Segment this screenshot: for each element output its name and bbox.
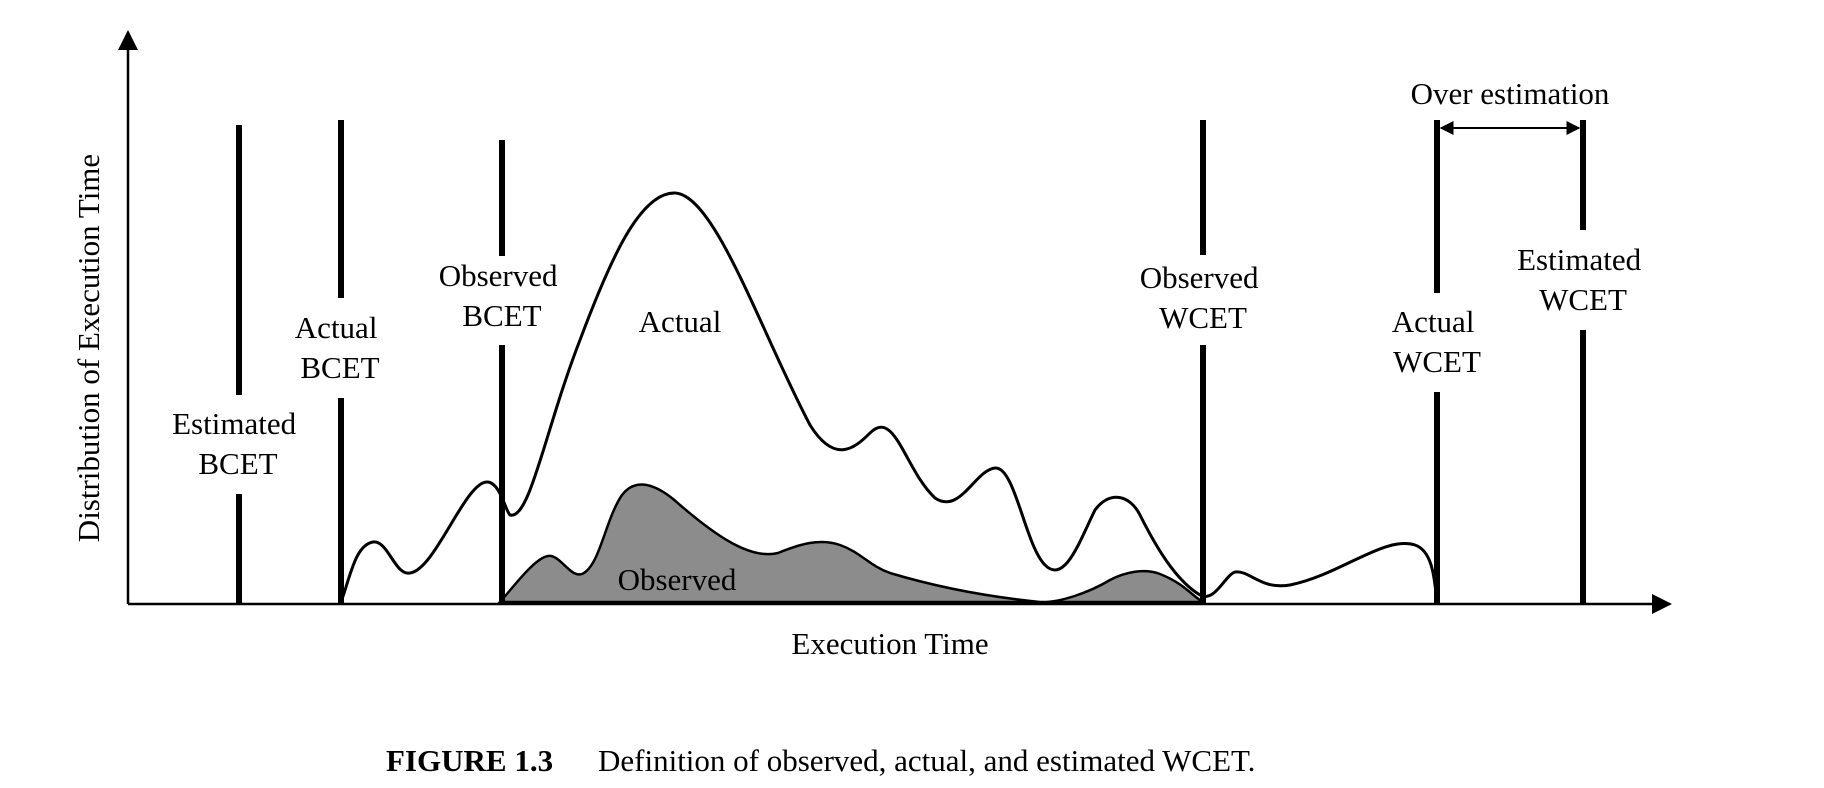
observed-wcet-label-line2: WCET	[1159, 300, 1247, 335]
actual-wcet-label-line1: Actual	[1392, 304, 1475, 339]
observed-wcet-label-line1: Observed	[1140, 260, 1259, 295]
observed-bcet-label-line2: BCET	[462, 298, 541, 333]
actual-curve-label: Actual	[639, 304, 722, 339]
actual-wcet-label: Actual WCET	[1392, 304, 1482, 379]
caption-number: FIGURE 1.3	[386, 743, 553, 778]
observed-distribution-area	[497, 483, 1204, 604]
observed-area-label: Observed	[618, 562, 737, 597]
actual-bcet-label-line2: BCET	[300, 350, 379, 385]
observed-bcet-label: Observed BCET	[439, 258, 566, 333]
observed-wcet-label: Observed WCET	[1140, 260, 1267, 335]
caption-text: Definition of observed, actual, and esti…	[598, 743, 1255, 778]
estimated-bcet-label-line2: BCET	[198, 446, 277, 481]
estimated-wcet-label-line2: WCET	[1539, 282, 1627, 317]
estimated-wcet-label-line1: Estimated	[1517, 242, 1641, 277]
estimated-wcet-label: Estimated WCET	[1517, 242, 1649, 317]
actual-bcet-label-line1: Actual	[295, 310, 378, 345]
figure-caption: FIGURE 1.3 Definition of observed, actua…	[386, 743, 1255, 778]
over-estimation-label: Over estimation	[1411, 76, 1610, 111]
actual-bcet-label: Actual BCET	[295, 310, 385, 385]
marker-lines	[236, 120, 1586, 604]
actual-distribution-curve	[339, 191, 1439, 603]
observed-bcet-label-line1: Observed	[439, 258, 558, 293]
actual-wcet-label-line2: WCET	[1393, 344, 1481, 379]
x-axis-title: Execution Time	[791, 626, 988, 661]
y-axis-title: Distribution of Execution Time	[71, 154, 106, 542]
estimated-bcet-label-line1: Estimated	[172, 406, 296, 441]
estimated-bcet-label: Estimated BCET	[172, 406, 304, 481]
